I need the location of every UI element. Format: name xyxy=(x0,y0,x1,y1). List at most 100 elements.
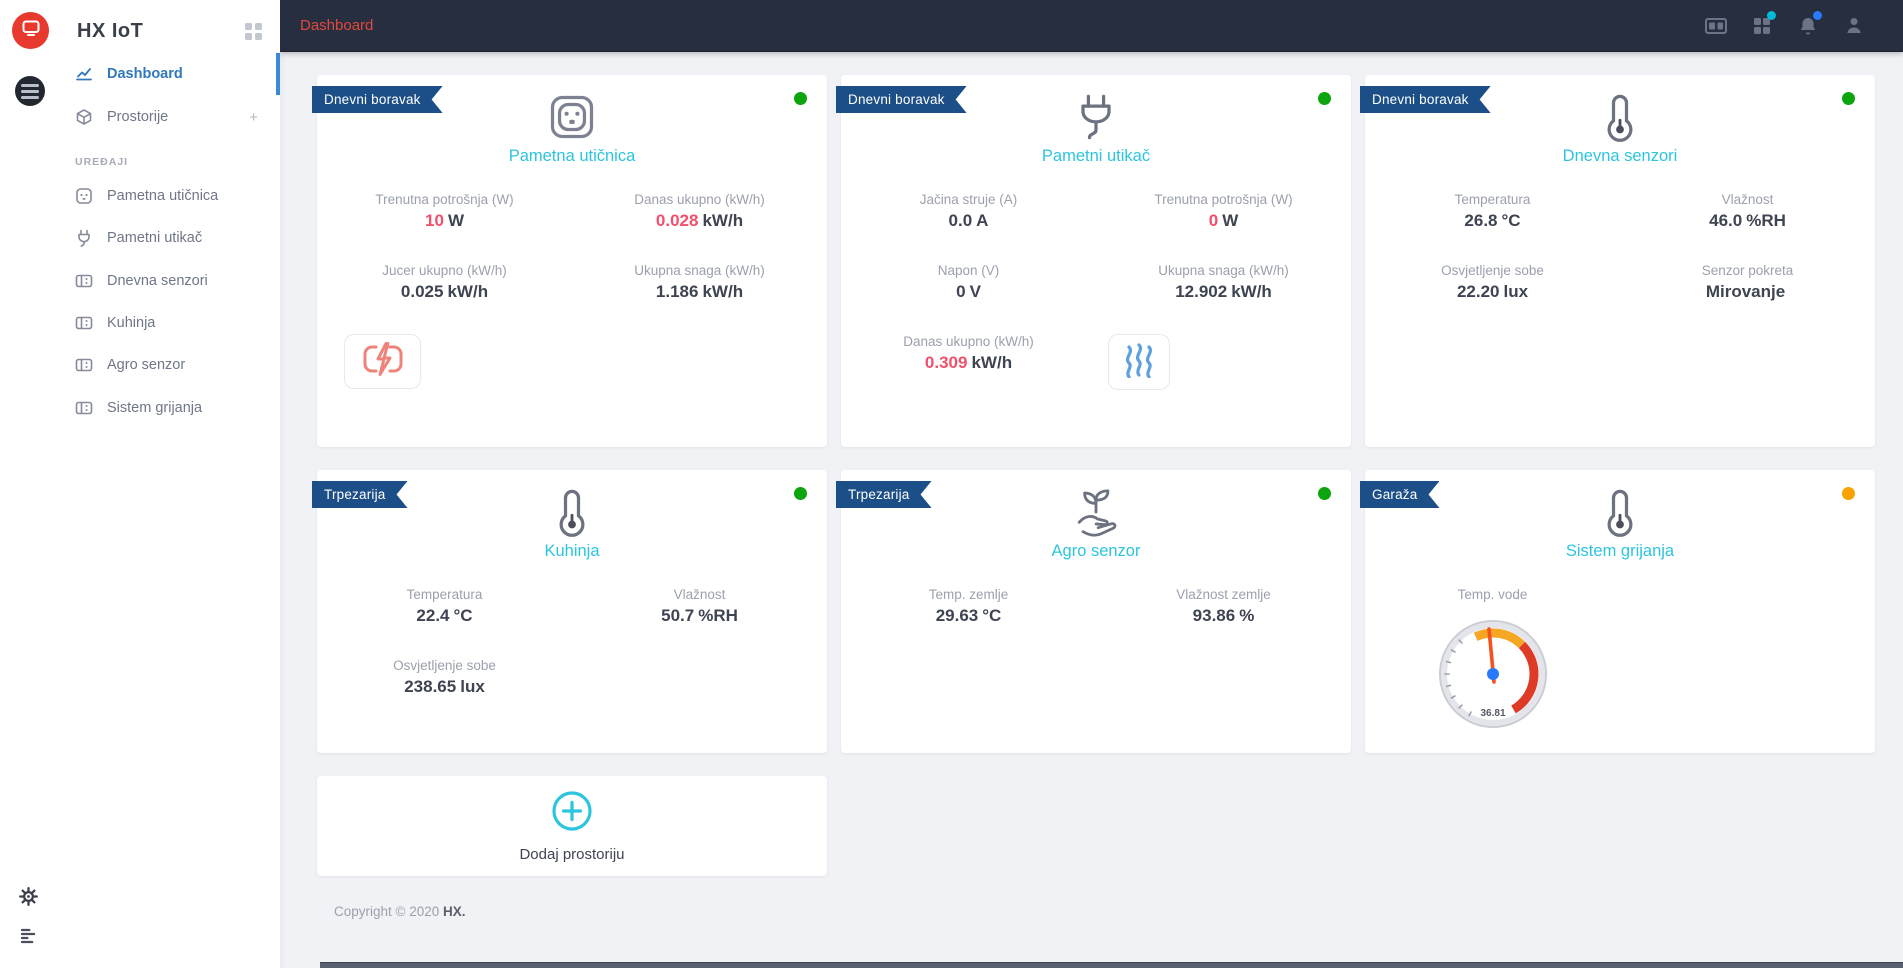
avatar[interactable] xyxy=(15,76,45,106)
sidebar-item-agro-senzor[interactable]: Agro senzor xyxy=(60,344,270,386)
sidebar-item-pametna-uticnica[interactable]: Pametna utičnica xyxy=(60,175,270,217)
room-ribbon: Garaža xyxy=(1360,481,1439,508)
sidebar-item-label: Agro senzor xyxy=(107,357,186,373)
stat: Temp. zemlje 29.63 °C xyxy=(928,587,1009,625)
thermometer-icon xyxy=(1365,480,1875,538)
sidebar-item-kuhinja[interactable]: Kuhinja xyxy=(60,302,270,344)
stat: Osvjetljenje sobe 238.65 lux xyxy=(393,658,496,696)
status-dot xyxy=(794,487,807,500)
stat: Senzor pokreta Mirovanje xyxy=(1701,263,1794,301)
device-card-agro-senzor: Trpezarija Agro senzor Temp. zemlje 29.6… xyxy=(841,470,1351,753)
sidebar-item-label: Dashboard xyxy=(107,66,183,82)
apps-icon[interactable] xyxy=(1751,10,1776,37)
room-ribbon: Dnevni boravak xyxy=(1360,86,1491,113)
thermometer-icon xyxy=(317,480,827,538)
plug-icon xyxy=(841,85,1351,143)
heat-toggle-button[interactable] xyxy=(1108,334,1170,390)
device-card-dnevna-senzori: Dnevni boravak Dnevna senzori Temperatur… xyxy=(1365,75,1875,447)
device-title[interactable]: Pametni utikač xyxy=(1041,147,1151,165)
notification-badge xyxy=(1767,10,1776,20)
sidebar-item-dnevna-senzori[interactable]: Dnevna senzori xyxy=(60,260,270,302)
svg-text:36.81: 36.81 xyxy=(1480,708,1505,719)
status-dot xyxy=(1318,92,1331,105)
thermometer-icon xyxy=(1365,85,1875,143)
gear-icon[interactable] xyxy=(16,884,40,908)
room-ribbon: Dnevni boravak xyxy=(836,86,967,113)
power-toggle-button[interactable] xyxy=(344,334,421,389)
plug-icon xyxy=(75,229,93,247)
sidebar-item-label: Sistem grijanja xyxy=(107,400,203,416)
bottom-scrollbar-strip[interactable] xyxy=(320,962,1903,968)
bolt-icon xyxy=(360,341,406,382)
add-room-card[interactable]: Dodaj prostoriju xyxy=(317,776,827,876)
sensor-module-icon xyxy=(75,314,93,332)
sidebar-item-label: Pametna utičnica xyxy=(107,188,219,204)
stat: Danas ukupno (kW/h) 0.309 kW/h xyxy=(903,334,1034,372)
stat: Jucer ukupno (kW/h) 0.025 kW/h xyxy=(382,263,507,301)
sidebar-item-dashboard[interactable]: Dashboard xyxy=(60,53,270,95)
plant-hand-icon xyxy=(841,480,1351,538)
outlet-icon xyxy=(317,85,827,143)
cards-grid: Dnevni boravak Pametna utičnica Trenutna… xyxy=(317,75,1875,876)
stat: Vlažnost 46.0 %RH xyxy=(1709,192,1786,230)
expand-plus-icon[interactable]: + xyxy=(249,108,258,126)
sidebar-toggle-icon[interactable] xyxy=(245,23,263,41)
sensor-module-icon xyxy=(75,356,93,374)
device-title[interactable]: Dnevna senzori xyxy=(1562,147,1678,165)
stat: Ukupna snaga (kW/h) 1.186 kW/h xyxy=(634,263,765,301)
device-card-pametni-utikac: Dnevni boravak Pametni utikač Jačina str… xyxy=(841,75,1351,447)
cube-icon xyxy=(75,108,93,126)
notification-badge xyxy=(1813,10,1822,20)
stat: Temperatura 26.8 °C xyxy=(1454,192,1531,230)
stat: Trenutna potrošnja (W) 10 W xyxy=(375,192,514,230)
chart-line-icon xyxy=(75,65,93,83)
gauge-dial: 36.81 xyxy=(1438,620,1547,728)
outlet-icon xyxy=(75,187,93,205)
sidebar: HX IoT Dashboard Prostorije + UREĐAJI Pa… xyxy=(0,0,280,968)
device-title[interactable]: Pametna utičnica xyxy=(508,147,636,165)
sensor-module-icon xyxy=(75,272,93,290)
add-room-label: Dodaj prostoriju xyxy=(519,846,625,863)
sidebar-item-label: Kuhinja xyxy=(107,315,156,331)
room-ribbon: Trpezarija xyxy=(836,481,932,508)
bell-icon[interactable] xyxy=(1797,10,1822,37)
stat: Vlažnost zemlje 93.86% xyxy=(1176,587,1271,625)
stat: Osvjetljenje sobe 22.20 lux xyxy=(1441,263,1544,301)
logs-icon[interactable] xyxy=(16,924,40,948)
stat: Jačina struje (A) 0.0 A xyxy=(919,192,1018,230)
flag-icon[interactable] xyxy=(1705,15,1727,37)
room-ribbon: Dnevni boravak xyxy=(312,86,443,113)
sidebar-item-label: Dnevna senzori xyxy=(107,273,208,289)
brand-logo[interactable] xyxy=(12,12,49,49)
device-title[interactable]: Sistem grijanja xyxy=(1565,542,1675,560)
plus-circle-icon xyxy=(550,789,594,838)
sidebar-item-pametni-utikac[interactable]: Pametni utikač xyxy=(60,217,270,259)
monitor-icon xyxy=(21,18,41,43)
stat: Temperatura 22.4 °C xyxy=(406,587,483,625)
sidebar-item-sistem-grijanja[interactable]: Sistem grijanja xyxy=(60,387,270,429)
sidebar-item-prostorije[interactable]: Prostorije + xyxy=(60,96,270,138)
status-dot xyxy=(794,92,807,105)
sidebar-item-label: Prostorije xyxy=(107,109,169,125)
water-temp-gauge: Temp. vode xyxy=(1365,587,1620,737)
device-card-pametna-uticnica: Dnevni boravak Pametna utičnica Trenutna… xyxy=(317,75,827,447)
stat: Vlažnost 50.7 %RH xyxy=(661,587,738,625)
footer-copyright: Copyright © 2020 HX. xyxy=(334,904,466,919)
page-title: Dashboard xyxy=(300,17,374,34)
status-dot xyxy=(1842,487,1855,500)
device-title[interactable]: Agro senzor xyxy=(1051,542,1141,560)
room-ribbon: Trpezarija xyxy=(312,481,408,508)
stat: Ukupna snaga (kW/h) 12.902 kW/h xyxy=(1158,263,1289,301)
status-dot xyxy=(1318,487,1331,500)
app-title: HX IoT xyxy=(77,20,144,42)
footer-brand: HX. xyxy=(443,904,466,919)
user-icon[interactable] xyxy=(1843,15,1865,37)
stat: Danas ukupno (kW/h) 0.028 kW/h xyxy=(634,192,765,230)
main-content: Dnevni boravak Pametna utičnica Trenutna… xyxy=(280,52,1903,968)
active-item-indicator xyxy=(276,53,280,95)
sidebar-section-label: UREĐAJI xyxy=(75,156,129,168)
device-title[interactable]: Kuhinja xyxy=(544,542,600,560)
